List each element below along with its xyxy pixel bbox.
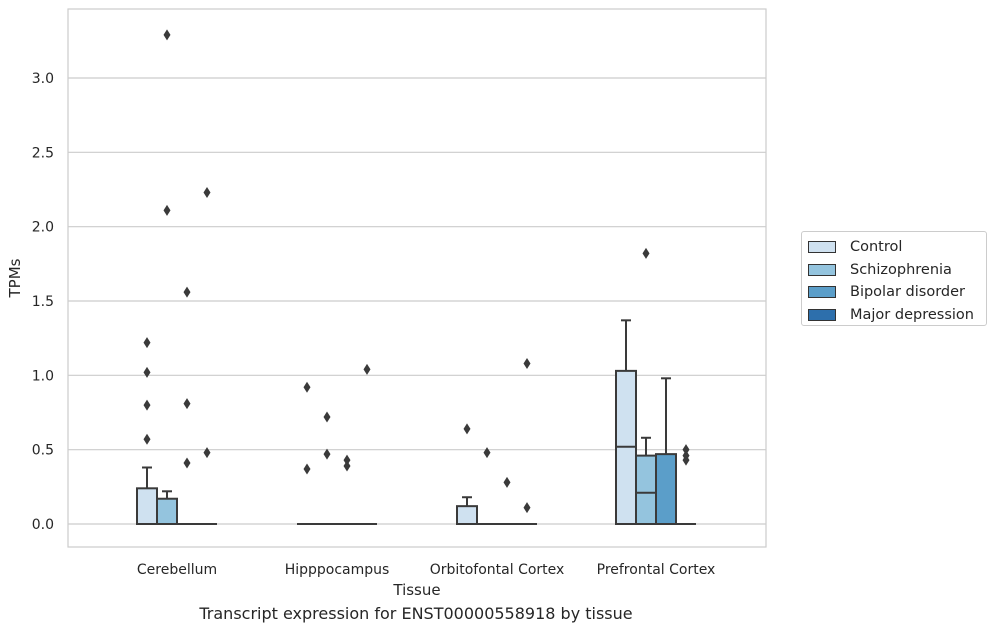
legend-item: Control	[808, 236, 986, 259]
y-tick-label: 0.0	[32, 517, 54, 533]
outlier-point	[323, 448, 331, 460]
outlier-point	[343, 460, 351, 472]
legend-swatch	[808, 263, 836, 276]
x-tick-labels: Cerebellum Hipppocampus Orbitofontal Corte…	[137, 562, 715, 578]
y-tick-label: 1.0	[32, 368, 54, 384]
legend-item: Bipolar disorder	[808, 281, 986, 304]
outlier-point	[163, 29, 171, 41]
outlier-point	[303, 463, 311, 475]
legend-item: Major depression	[808, 304, 986, 327]
box	[635, 454, 657, 526]
x-tick-label: Orbitofontal Cortex	[430, 562, 565, 578]
outlier-point	[323, 411, 331, 423]
outlier-point	[303, 381, 311, 393]
outlier-point	[503, 476, 511, 488]
legend-label: Control	[850, 239, 903, 256]
outlier-point	[523, 502, 531, 514]
legend-label: Major depression	[850, 306, 974, 323]
chart-title: Transcript expression for ENST0000055891…	[199, 604, 633, 623]
box	[136, 487, 158, 526]
y-tick-label: 2.5	[32, 145, 54, 161]
box	[456, 505, 478, 526]
y-tick-labels: 0.0 0.5 1.0 1.5 2.0 2.5 3.0	[32, 71, 54, 533]
outlier-point	[163, 204, 171, 216]
outlier-point	[363, 363, 371, 375]
outlier-point	[682, 450, 690, 462]
outlier-point	[143, 433, 151, 445]
outlier-point	[143, 366, 151, 378]
x-tick-label: Prefrontal Cortex	[597, 562, 716, 578]
x-axis-label: Tissue	[392, 581, 440, 599]
outlier-point	[463, 423, 471, 435]
y-tick-label: 0.5	[32, 443, 54, 459]
box-series	[136, 29, 696, 526]
y-axis-label: TPMs	[6, 258, 24, 298]
outlier-point	[183, 398, 191, 410]
outlier-point	[143, 337, 151, 349]
outlier-point	[143, 399, 151, 411]
y-tick-label: 2.0	[32, 220, 54, 236]
outlier-point	[523, 357, 531, 369]
outlier-point	[343, 454, 351, 466]
y-tick-label: 3.0	[32, 71, 54, 87]
outlier-point	[483, 447, 491, 459]
outlier-point	[183, 457, 191, 469]
outlier-point	[183, 286, 191, 298]
box	[156, 497, 178, 525]
outlier-point	[203, 447, 211, 459]
outlier-point	[203, 186, 211, 198]
legend-swatch	[808, 241, 836, 254]
legend-label: Schizophrenia	[850, 261, 952, 278]
legend: Control Schizophrenia Bipolar disorder Majo…	[801, 231, 987, 326]
legend-label: Bipolar disorder	[850, 284, 965, 301]
outlier-point	[682, 444, 690, 456]
legend-swatch	[808, 286, 836, 299]
x-tick-label: Cerebellum	[137, 562, 217, 578]
y-tick-label: 1.5	[32, 294, 54, 310]
box	[655, 453, 677, 526]
outlier-point	[642, 247, 650, 259]
x-tick-label: Hipppocampus	[285, 562, 390, 578]
legend-swatch	[808, 308, 836, 321]
legend-item: Schizophrenia	[808, 259, 986, 282]
